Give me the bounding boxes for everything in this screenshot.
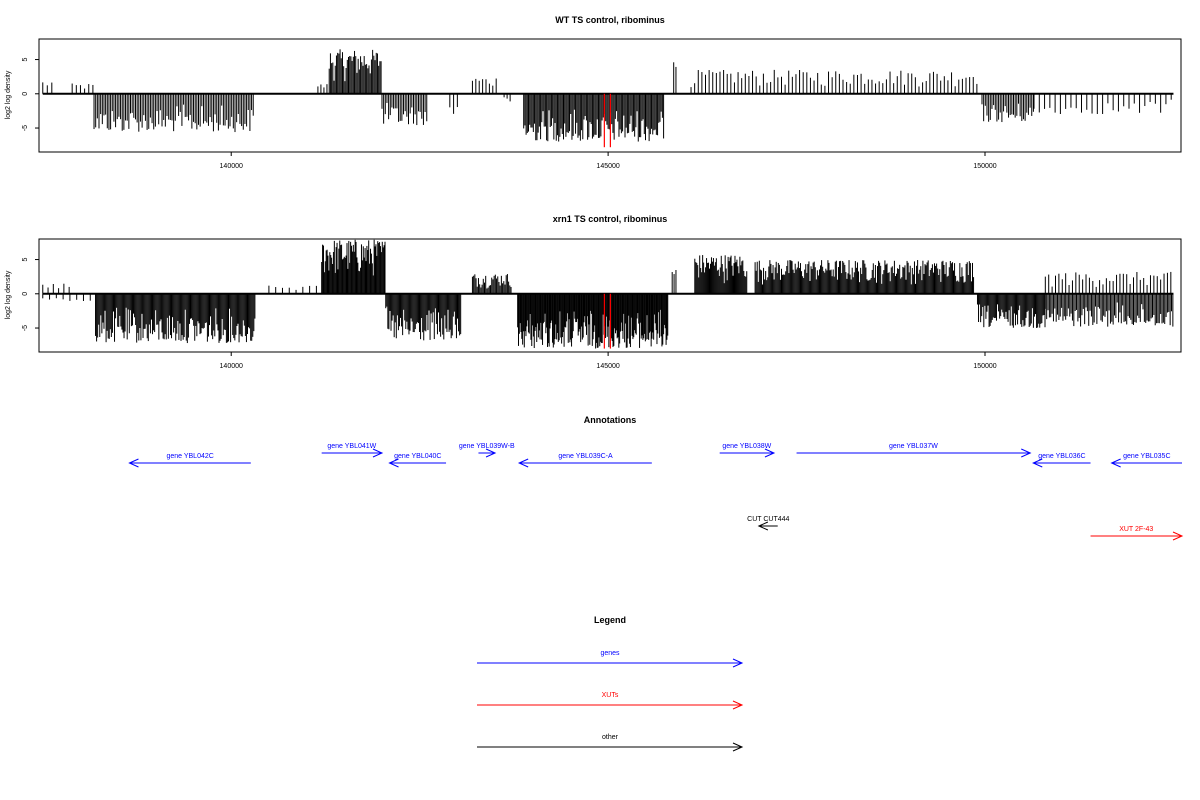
xrn1-y-axis: 5 0 -5 xyxy=(22,257,40,331)
legend-panel: Legend genes XUTs other xyxy=(477,615,744,752)
wt-y-tick-label: 0 xyxy=(22,92,29,96)
legend-arrow-other xyxy=(477,742,744,752)
feature-label-gene-ybl039c-a: gene YBL039C-A xyxy=(558,453,613,460)
wt-coverage-bars xyxy=(42,49,1172,142)
feature-label-gene-ybl036c: gene YBL036C xyxy=(1038,453,1085,460)
legend-arrow-xuts xyxy=(477,700,744,710)
feature-label-gene-ybl040c: gene YBL040C xyxy=(394,453,441,460)
feature-arrow-xut-2f-43 xyxy=(1090,531,1184,541)
wt-x-tick-label: 150000 xyxy=(973,163,996,170)
feature-arrow-gene-ybl041w xyxy=(321,448,384,458)
wt-panel-title: WT TS control, ribominus xyxy=(555,15,665,25)
feature-arrow-gene-ybl038w xyxy=(719,448,776,458)
feature-label-gene-ybl037w: gene YBL037W xyxy=(889,443,938,450)
feature-arrow-gene-ybl036c xyxy=(1032,458,1091,468)
wt-y-axis: 5 0 -5 xyxy=(22,57,40,131)
wt-y-tick-label: -5 xyxy=(22,125,29,131)
legend-label-other: other xyxy=(602,734,619,741)
xrn1-panel-title: xrn1 TS control, ribominus xyxy=(553,214,668,224)
feature-arrow-gene-ybl039c-a xyxy=(517,458,652,468)
xrn1-x-tick-label: 145000 xyxy=(596,363,619,370)
feature-arrow-gene-ybl042c xyxy=(128,458,251,468)
annotation-features: gene YBL042C gene YBL041W gene YBL040C gene… xyxy=(128,443,1184,541)
xrn1-y-tick-label: 5 xyxy=(22,257,29,261)
wt-highlight-lines xyxy=(603,93,611,148)
xrn1-y-axis-label: log2 log density xyxy=(5,270,12,319)
feature-label-gene-ybl042c: gene YBL042C xyxy=(166,453,213,460)
legend-label-xuts: XUTs xyxy=(602,692,619,699)
wt-coverage-panel: WT TS control, ribominus log2 log densit… xyxy=(5,15,1182,170)
legend-items: genes XUTs other xyxy=(477,650,744,752)
xrn1-coverage-panel: xrn1 TS control, ribominus log2 log dens… xyxy=(5,214,1182,370)
feature-arrow-gene-ybl035c xyxy=(1110,458,1182,468)
wt-y-tick-label: 5 xyxy=(22,57,29,61)
wt-x-axis: 140000 145000 150000 xyxy=(220,151,997,170)
feature-label-cut-cut444: CUT CUT444 xyxy=(747,516,789,523)
xrn1-x-tick-label: 150000 xyxy=(973,363,996,370)
legend-label-genes: genes xyxy=(600,650,620,657)
feature-label-gene-ybl039w-b: gene YBL039W-B xyxy=(459,443,515,450)
xrn1-highlight-lines xyxy=(603,293,611,349)
xrn1-coverage-bars xyxy=(42,239,1174,349)
feature-arrow-gene-ybl039w-b xyxy=(478,448,497,458)
feature-label-xut-2f-43: XUT 2F-43 xyxy=(1119,526,1153,533)
xrn1-x-tick-label: 140000 xyxy=(220,363,243,370)
xrn1-y-tick-label: 0 xyxy=(22,292,29,296)
xrn1-x-axis: 140000 145000 150000 xyxy=(220,351,997,370)
feature-label-gene-ybl038w: gene YBL038W xyxy=(722,443,771,450)
feature-arrow-gene-ybl040c xyxy=(388,458,447,468)
wt-x-tick-label: 140000 xyxy=(220,163,243,170)
wt-x-tick-label: 145000 xyxy=(596,163,619,170)
feature-label-gene-ybl041w: gene YBL041W xyxy=(327,443,376,450)
legend-arrow-genes xyxy=(477,658,744,668)
xrn1-y-tick-label: -5 xyxy=(22,325,29,331)
feature-label-gene-ybl035c: gene YBL035C xyxy=(1123,453,1170,460)
wt-y-axis-label: log2 log density xyxy=(5,70,12,119)
feature-arrow-gene-ybl037w xyxy=(796,448,1032,458)
feature-arrow-cut-cut444 xyxy=(757,521,778,531)
annotations-title: Annotations xyxy=(584,415,637,425)
legend-title: Legend xyxy=(594,615,626,625)
